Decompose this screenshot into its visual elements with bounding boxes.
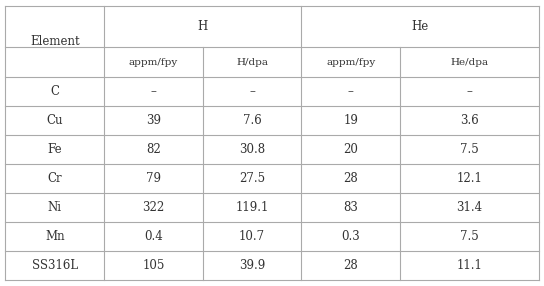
Text: 12.1: 12.1 xyxy=(456,172,482,185)
Text: SS316L: SS316L xyxy=(32,259,78,272)
Text: appm/fpy: appm/fpy xyxy=(129,58,178,67)
Text: 119.1: 119.1 xyxy=(236,201,269,214)
Text: 10.7: 10.7 xyxy=(239,230,265,243)
Text: 30.8: 30.8 xyxy=(239,143,265,156)
Text: 20: 20 xyxy=(343,143,358,156)
Text: 3.6: 3.6 xyxy=(460,114,479,127)
Text: Cu: Cu xyxy=(46,114,63,127)
Text: C: C xyxy=(50,85,59,98)
Text: –: – xyxy=(249,85,255,98)
Text: 83: 83 xyxy=(343,201,358,214)
Text: H/dpa: H/dpa xyxy=(236,58,268,67)
Text: 105: 105 xyxy=(142,259,165,272)
Text: –: – xyxy=(466,85,472,98)
Text: H: H xyxy=(197,20,208,33)
Text: 11.1: 11.1 xyxy=(456,259,482,272)
Text: 27.5: 27.5 xyxy=(239,172,265,185)
Text: 31.4: 31.4 xyxy=(456,201,483,214)
Text: appm/fpy: appm/fpy xyxy=(326,58,375,67)
Text: 7.5: 7.5 xyxy=(460,230,479,243)
Text: 28: 28 xyxy=(343,259,358,272)
Text: 39: 39 xyxy=(146,114,161,127)
Text: 322: 322 xyxy=(142,201,164,214)
Text: 7.5: 7.5 xyxy=(460,143,479,156)
Text: 19: 19 xyxy=(343,114,358,127)
Text: 39.9: 39.9 xyxy=(239,259,265,272)
Text: 79: 79 xyxy=(146,172,161,185)
Text: 82: 82 xyxy=(146,143,161,156)
Text: –: – xyxy=(151,85,156,98)
Text: 0.4: 0.4 xyxy=(144,230,163,243)
Text: 28: 28 xyxy=(343,172,358,185)
Text: 0.3: 0.3 xyxy=(341,230,360,243)
Text: Fe: Fe xyxy=(47,143,62,156)
Text: Ni: Ni xyxy=(48,201,62,214)
Text: He: He xyxy=(411,20,429,33)
Text: He/dpa: He/dpa xyxy=(450,58,489,67)
Text: –: – xyxy=(348,85,354,98)
Text: Cr: Cr xyxy=(47,172,62,185)
Text: Mn: Mn xyxy=(45,230,65,243)
Text: 7.6: 7.6 xyxy=(243,114,261,127)
Text: Element: Element xyxy=(30,35,79,48)
